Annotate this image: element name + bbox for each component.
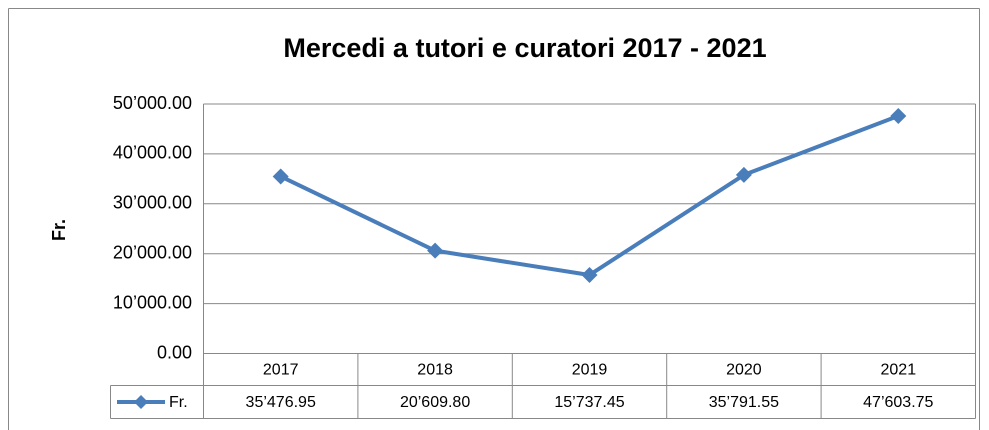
point-marker [427,242,444,259]
series-line [279,114,900,277]
table-value: 47’603.75 [863,394,933,411]
y-tick-label: 50’000.00 [113,93,192,113]
y-tick-label: 0.00 [157,342,192,362]
y-axis-label: Fr. [49,219,69,241]
x-tick-label: 2019 [572,362,608,379]
table-value: 15’737.45 [554,394,624,411]
y-tick-label: 30’000.00 [113,193,192,213]
x-tick-label: 2018 [417,362,453,379]
point-marker [581,266,598,283]
chart-title: Mercedi a tutori e curatori 2017 - 2021 [283,33,766,63]
point-marker [735,166,752,183]
y-tick-label: 40’000.00 [113,143,192,163]
x-tick-label: 2020 [726,362,762,379]
x-tick-label: 2017 [263,362,299,379]
x-tick-label: 2021 [881,362,917,379]
table-value: 35’476.95 [246,394,316,411]
y-tick-label: 10’000.00 [113,292,192,312]
point-marker [272,168,289,185]
legend-label: Fr. [169,394,188,411]
y-tick-label: 20’000.00 [113,242,192,262]
legend-marker [134,395,148,409]
point-marker [890,107,907,124]
table-value: 35’791.55 [709,394,779,411]
table-value: 20’609.80 [400,394,470,411]
